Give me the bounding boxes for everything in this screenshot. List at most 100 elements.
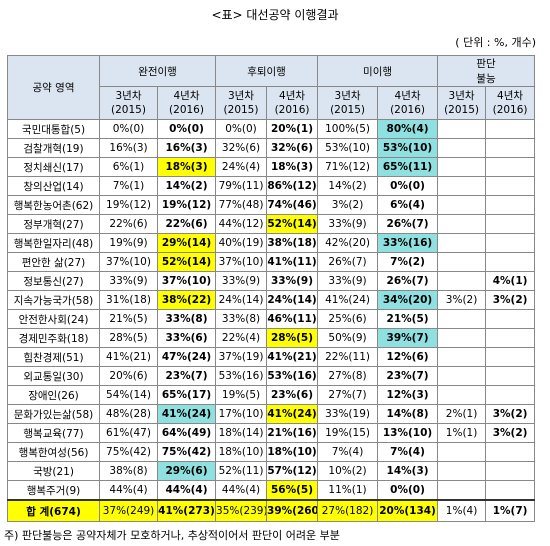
sub-header: 4년차 (2016) xyxy=(266,86,319,120)
area-cell: 검찰개혁(19) xyxy=(7,138,100,158)
area-cell: 편안한 삶(27) xyxy=(7,252,100,272)
value-cell: 71%(12) xyxy=(317,157,379,177)
value-cell: 21%(16) xyxy=(266,423,319,443)
value-cell: 19%(12) xyxy=(156,195,217,215)
value-cell: 44%(4) xyxy=(156,480,217,501)
value-cell: 22%(11) xyxy=(317,347,379,367)
sub-header: 4년차 (2016) xyxy=(156,86,217,120)
value-cell: 33%(9) xyxy=(99,271,158,291)
value-cell: 11%(1) xyxy=(317,480,379,501)
data-row: 지속가능국가(58) 31%(18) 38%(22) 24%(14) 24%(14) 41… xyxy=(7,290,536,310)
value-cell: 31%(18) xyxy=(99,290,158,310)
group-header: 완전이행 xyxy=(98,55,217,87)
value-cell: 14%(2) xyxy=(156,176,217,196)
value-cell: 1%(1) xyxy=(437,423,487,443)
value-cell: 3%(2) xyxy=(437,290,487,310)
value-cell: 39%(260) xyxy=(266,499,319,522)
value-cell: 44%(4) xyxy=(215,480,268,501)
value-cell: 41%(24) xyxy=(156,404,217,424)
value-cell: 16%(3) xyxy=(99,138,158,158)
value-cell: 18%(3) xyxy=(266,157,319,177)
value-cell xyxy=(437,385,487,405)
value-cell: 41%(21) xyxy=(266,347,319,367)
area-cell: 장애인(26) xyxy=(7,385,100,405)
sub-header: 3년차 (2015) xyxy=(99,86,158,120)
value-cell xyxy=(437,480,487,501)
value-cell: 0%(0) xyxy=(99,119,158,139)
data-row: 장애인(26) 54%(14) 65%(17) 19%(5) 23%(6) 27%(7) 1… xyxy=(7,385,536,405)
data-row: 정치쇄신(17) 6%(1) 18%(3) 24%(4) 18%(3) 71%(12) 65… xyxy=(7,157,536,177)
value-cell: 64%(49) xyxy=(156,423,217,443)
value-cell: 29%(14) xyxy=(156,233,217,253)
value-cell xyxy=(485,176,536,196)
area-cell: 행복한일자리(48) xyxy=(7,233,100,253)
value-cell xyxy=(437,442,487,462)
value-cell: 33%(16) xyxy=(377,233,439,253)
data-row: 정부개혁(27) 22%(6) 22%(6) 44%(12) 52%(14) 33%(9)… xyxy=(7,214,536,234)
value-cell: 3%(2) xyxy=(485,404,536,424)
header-row: 3년차 (2015) 4년차 (2016) 3년차 (2015) 4년차 (2016) 3년차 (… xyxy=(8,86,536,120)
value-cell: 37%(10) xyxy=(215,252,268,272)
value-cell xyxy=(437,461,487,481)
value-cell xyxy=(437,176,487,196)
value-cell: 24%(14) xyxy=(266,290,319,310)
value-cell: 7%(4) xyxy=(317,442,379,462)
value-cell: 28%(5) xyxy=(99,328,158,348)
header-line: (2016) xyxy=(169,104,204,116)
value-cell: 3%(2) xyxy=(485,290,536,310)
value-cell: 14%(8) xyxy=(377,404,439,424)
value-cell: 74%(46) xyxy=(266,195,319,215)
value-cell: 21%(5) xyxy=(99,309,158,329)
value-cell: 37%(10) xyxy=(156,271,217,291)
value-cell: 19%(12) xyxy=(99,195,158,215)
value-cell: 23%(7) xyxy=(377,366,439,386)
header-line: 4년차 xyxy=(173,90,200,102)
value-cell: 22%(6) xyxy=(99,214,158,234)
value-cell: 12%(6) xyxy=(377,347,439,367)
data-row: 경제민주화(18) 28%(5) 33%(6) 22%(4) 28%(5) 50%(9) 3… xyxy=(7,328,536,348)
header-row: 공약 영역 완전이행 후퇴이행 미이행 판단 불능 xyxy=(7,55,536,120)
value-cell: 6%(1) xyxy=(99,157,158,177)
header-line: 판단 xyxy=(476,58,496,70)
area-header: 공약 영역 xyxy=(7,55,100,120)
header-line: 3년차 xyxy=(228,90,255,102)
value-cell: 14%(3) xyxy=(377,461,439,481)
area-cell: 국방(21) xyxy=(7,461,100,481)
value-cell: 16%(3) xyxy=(156,138,217,158)
value-cell: 61%(47) xyxy=(99,423,158,443)
header-line: (2015) xyxy=(111,104,146,116)
value-cell: 35%(239) xyxy=(215,499,268,522)
value-cell: 1%(4) xyxy=(437,499,487,522)
value-cell xyxy=(485,233,536,253)
value-cell: 38%(8) xyxy=(99,461,158,481)
value-cell: 0%(0) xyxy=(377,176,439,196)
area-cell: 정보통신(27) xyxy=(7,271,100,291)
value-cell: 20%(134) xyxy=(377,499,439,522)
value-cell: 33%(6) xyxy=(156,328,217,348)
value-cell: 75%(42) xyxy=(99,442,158,462)
title: <표> 대선공약 이행결과 xyxy=(211,8,339,22)
header-line: (2015) xyxy=(223,104,259,116)
value-cell: 57%(12) xyxy=(266,461,319,481)
value-cell: 41%(24) xyxy=(266,404,319,424)
value-cell xyxy=(485,119,536,139)
value-cell: 52%(14) xyxy=(156,252,217,272)
value-cell: 19%(9) xyxy=(99,233,158,253)
value-cell xyxy=(485,195,536,215)
value-cell: 13%(10) xyxy=(377,423,439,443)
value-cell: 4%(1) xyxy=(485,271,536,291)
value-cell: 0%(0) xyxy=(215,119,268,139)
value-cell: 29%(6) xyxy=(156,461,217,481)
value-cell xyxy=(485,366,536,386)
value-cell: 23%(7) xyxy=(156,366,217,386)
area-cell: 외교통일(30) xyxy=(7,366,100,386)
value-cell xyxy=(485,214,536,234)
value-cell xyxy=(437,138,487,158)
value-cell: 52%(11) xyxy=(215,461,268,481)
value-cell: 18%(10) xyxy=(215,442,268,462)
data-row: 문화가있는삶(58) 48%(28) 41%(24) 17%(10) 41%(24) 33… xyxy=(7,404,536,424)
sub-header: 3년차 (2015) xyxy=(437,86,487,120)
value-cell: 26%(7) xyxy=(377,214,439,234)
value-cell: 75%(42) xyxy=(156,442,217,462)
value-cell: 24%(4) xyxy=(215,157,268,177)
